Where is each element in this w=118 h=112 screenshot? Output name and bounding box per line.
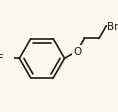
Text: F: F [0,54,4,64]
Text: Br: Br [107,22,118,31]
Text: O: O [73,47,81,57]
